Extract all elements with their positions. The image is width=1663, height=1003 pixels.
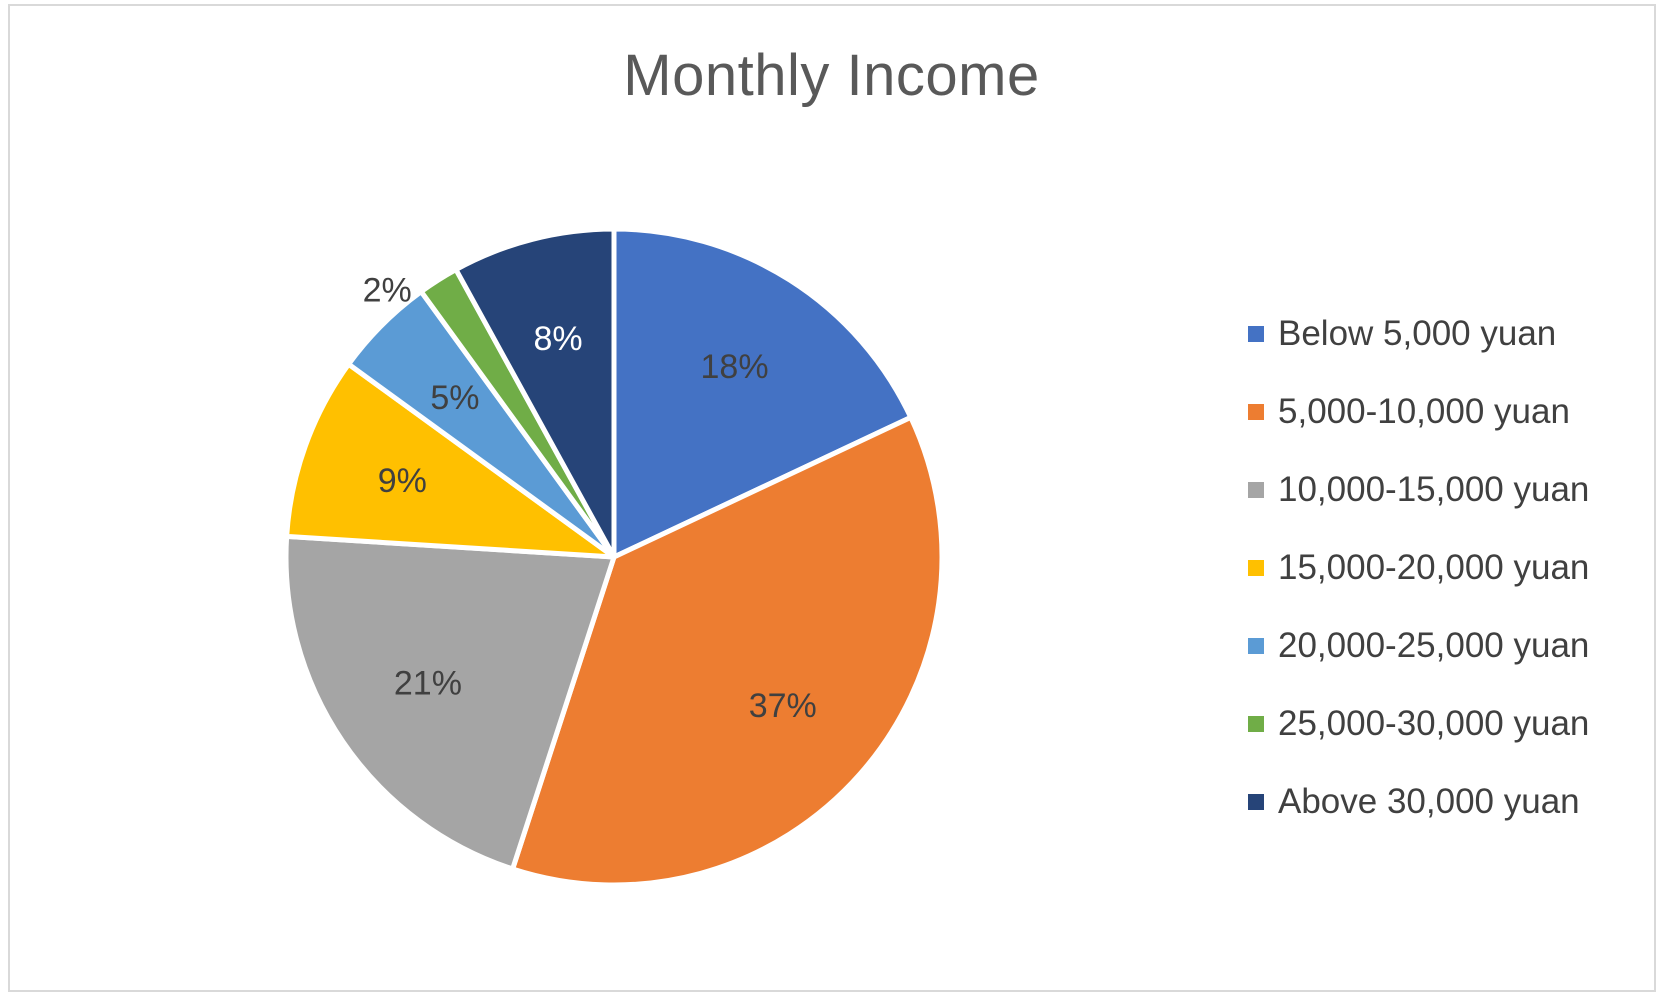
legend-item-5-000-10-000-yuan: 5,000-10,000 yuan — [1248, 373, 1589, 451]
pie-slice-above-30-000-yuan — [453, 226, 617, 560]
legend-label: 20,000-25,000 yuan — [1278, 626, 1590, 665]
legend-label: 15,000-20,000 yuan — [1278, 548, 1590, 587]
legend-swatch — [1248, 794, 1264, 810]
legend-swatch — [1248, 716, 1264, 732]
legend-item-10-000-15-000-yuan: 10,000-15,000 yuan — [1248, 451, 1589, 529]
data-label-above-30-000-yuan: 8% — [533, 320, 582, 358]
legend-item-20-000-25-000-yuan: 20,000-25,000 yuan — [1248, 607, 1589, 685]
legend-swatch — [1248, 638, 1264, 654]
legend-swatch — [1248, 404, 1264, 420]
pie-slice-10-000-15-000-yuan — [283, 533, 617, 872]
data-label-5-000-10-000-yuan: 37% — [749, 687, 817, 725]
legend-label: 25,000-30,000 yuan — [1278, 704, 1590, 743]
legend-item-above-30-000-yuan: Above 30,000 yuan — [1248, 763, 1589, 841]
legend-label: Below 5,000 yuan — [1278, 314, 1557, 353]
legend-swatch — [1248, 560, 1264, 576]
data-label-15-000-20-000-yuan: 9% — [378, 462, 427, 500]
legend: Below 5,000 yuan 5,000-10,000 yuan 10,000-… — [1248, 295, 1589, 841]
legend-swatch — [1248, 326, 1264, 342]
data-label-below-5-000-yuan: 18% — [701, 348, 769, 386]
legend-label: 5,000-10,000 yuan — [1278, 392, 1570, 431]
legend-item-25-000-30-000-yuan: 25,000-30,000 yuan — [1248, 685, 1589, 763]
legend-item-15-000-20-000-yuan: 15,000-20,000 yuan — [1248, 529, 1589, 607]
legend-label: 10,000-15,000 yuan — [1278, 470, 1590, 509]
legend-item-below-5-000-yuan: Below 5,000 yuan — [1248, 295, 1589, 373]
legend-swatch — [1248, 482, 1264, 498]
data-label-25-000-30-000-yuan: 2% — [363, 271, 412, 309]
legend-label: Above 30,000 yuan — [1278, 782, 1580, 821]
data-label-20-000-25-000-yuan: 5% — [430, 379, 479, 417]
data-label-10-000-15-000-yuan: 21% — [394, 664, 462, 702]
pie-slice-below-5-000-yuan — [611, 226, 914, 560]
pie-slice-15-000-20-000-yuan — [284, 361, 617, 560]
chart-title: Monthly Income — [623, 43, 1040, 108]
pie-slice-5-000-10-000-yuan — [510, 414, 945, 888]
